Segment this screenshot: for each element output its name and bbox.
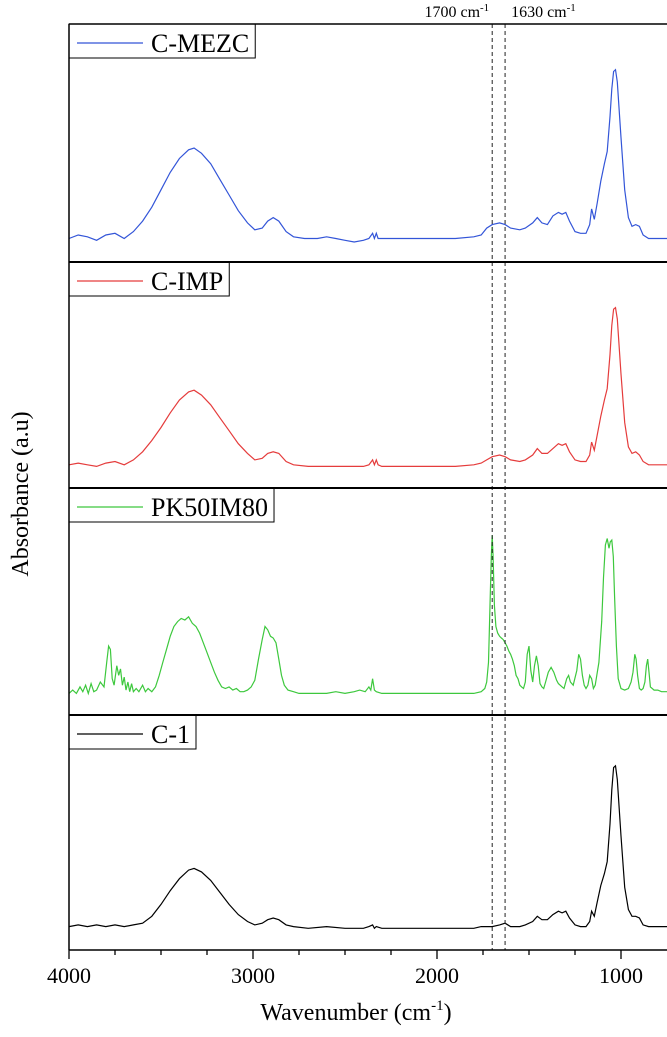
legend-label: C-MEZC	[151, 29, 249, 58]
series-line	[68, 535, 667, 696]
x-axis-label: Wavenumber (cm-1)	[260, 998, 451, 1026]
annotation-label: 1700 cm-1	[424, 2, 489, 21]
x-tick-label: 2000	[415, 963, 459, 988]
x-tick-label: 4000	[47, 963, 91, 988]
annotation-labels: 1700 cm-1 1630 cm-1	[424, 2, 575, 21]
x-axis: 4000 3000 2000 1000	[47, 950, 643, 988]
x-tick-label: 3000	[231, 963, 275, 988]
annotation-label: 1630 cm-1	[511, 2, 576, 21]
y-axis-label: Absorbance (a.u)	[8, 411, 34, 576]
legend-label: C-IMP	[151, 267, 223, 296]
legend-1: C-MEZC	[68, 23, 256, 59]
series-line	[68, 68, 667, 243]
panel-1: C-MEZC	[68, 23, 667, 243]
legend-label: PK50IM80	[151, 493, 268, 522]
series-line	[68, 764, 667, 930]
x-tick-label: 1000	[599, 963, 643, 988]
legend-label: C-1	[151, 720, 190, 749]
series-line	[68, 306, 667, 468]
plot-frame	[68, 23, 667, 951]
